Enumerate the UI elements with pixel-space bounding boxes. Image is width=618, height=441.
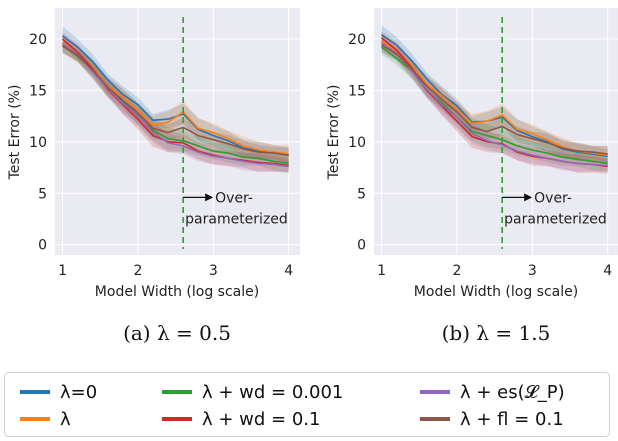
annotation-arrowhead-a <box>205 193 214 202</box>
legend-label: λ <box>60 409 71 430</box>
legend-item: λ + fl = 0.1 <box>420 409 564 430</box>
yticks-b: 0 5 10 15 20 <box>348 32 366 254</box>
series-line <box>62 45 289 156</box>
yticks-a: 0 5 10 15 20 <box>29 32 47 254</box>
legend-label: λ + es(𝓛_P) <box>460 382 565 403</box>
legend: λ=0 λ + wd = 0.001 λ + es(𝓛_P) λ λ + wd = 0.… <box>20 382 565 430</box>
plot-area-b <box>374 8 618 255</box>
panel-a: Over- parameterized 1 2 3 4 0 5 10 15 20 Model … <box>7 8 300 300</box>
x-tick-label: 4 <box>603 263 612 279</box>
annotation-a: Over- parameterized <box>183 190 288 227</box>
lines-b <box>380 34 608 168</box>
y-tick-label: 15 <box>348 83 366 99</box>
grid-b <box>374 8 618 255</box>
annotation-line1-b: Over- <box>534 190 572 206</box>
x-tick-label: 1 <box>377 263 386 279</box>
y-axis-label-b: Test Error (%) <box>326 85 342 181</box>
xticks-a: 1 2 3 4 <box>58 263 293 279</box>
series-band <box>381 39 608 172</box>
x-tick-label: 3 <box>528 263 537 279</box>
annotation-line2-b: parameterized <box>504 211 607 227</box>
x-axis-label-a: Model Width (log scale) <box>95 284 259 300</box>
legend-label: λ=0 <box>60 382 97 403</box>
plot-area-a <box>55 8 300 255</box>
y-tick-label: 0 <box>38 238 47 254</box>
caption-b: (b) λ = 1.5 <box>442 321 551 345</box>
legend-label: λ + fl = 0.1 <box>460 409 564 430</box>
x-axis-label-b: Model Width (log scale) <box>414 284 578 300</box>
y-tick-label: 5 <box>357 186 366 202</box>
x-tick-label: 1 <box>58 263 67 279</box>
y-axis-label-a: Test Error (%) <box>7 85 23 181</box>
y-tick-label: 20 <box>348 32 366 48</box>
series-band <box>381 25 608 164</box>
caption-a: (a) λ = 0.5 <box>123 321 231 345</box>
series-line <box>381 44 608 155</box>
y-tick-label: 5 <box>38 186 47 202</box>
legend-label: λ + wd = 0.001 <box>202 382 343 403</box>
lines-a <box>61 35 289 168</box>
legend-item: λ + wd = 0.1 <box>162 409 320 430</box>
panel-b: Over- parameterized 1 2 3 4 0 5 10 15 20 Model … <box>326 8 618 300</box>
xticks-b: 1 2 3 4 <box>377 263 612 279</box>
annotation-b: Over- parameterized <box>502 190 607 227</box>
x-tick-label: 2 <box>133 263 142 279</box>
annotation-arrowhead-b <box>524 193 533 202</box>
series-band <box>381 34 608 172</box>
y-tick-label: 10 <box>29 135 47 151</box>
legend-item: λ <box>20 409 71 430</box>
series-line <box>62 43 289 168</box>
grid-a <box>55 8 300 255</box>
legend-item: λ + es(𝓛_P) <box>420 382 565 403</box>
series-line <box>62 42 289 155</box>
legend-item: λ + wd = 0.001 <box>162 382 343 403</box>
y-tick-label: 15 <box>29 83 47 99</box>
y-tick-label: 20 <box>29 32 47 48</box>
x-tick-label: 2 <box>452 263 461 279</box>
annotation-line1-a: Over- <box>215 190 253 206</box>
y-tick-label: 0 <box>357 238 366 254</box>
x-tick-label: 4 <box>284 263 293 279</box>
series-line <box>381 34 608 157</box>
y-tick-label: 10 <box>348 135 366 151</box>
legend-label: λ + wd = 0.1 <box>202 409 320 430</box>
legend-item: λ=0 <box>20 382 97 403</box>
legend-frame <box>4 372 610 437</box>
x-tick-label: 3 <box>209 263 218 279</box>
annotation-line2-a: parameterized <box>185 211 288 227</box>
series-line <box>381 42 608 167</box>
series-band <box>62 26 289 163</box>
